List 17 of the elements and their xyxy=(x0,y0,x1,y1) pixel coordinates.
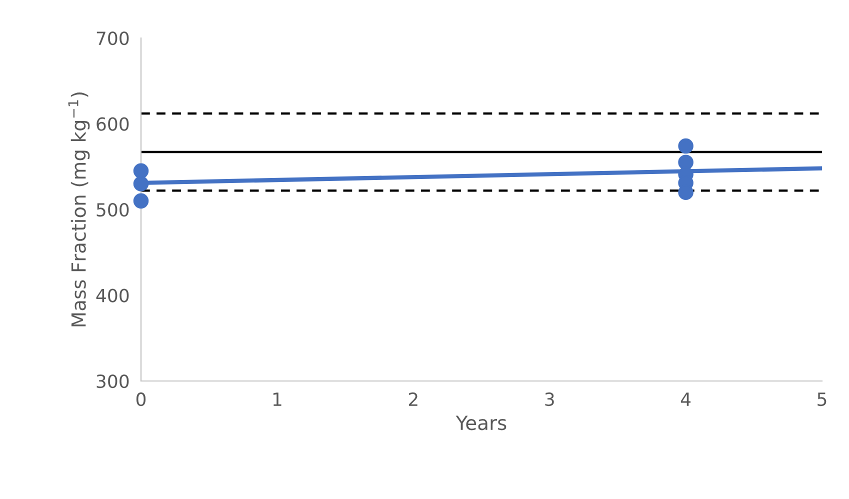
x-tick-label: 0 xyxy=(136,392,146,406)
y-tick-label: 700 xyxy=(96,31,129,46)
x-axis-title: Years xyxy=(456,416,506,430)
y-tick-label: 500 xyxy=(96,202,129,217)
point xyxy=(133,193,149,209)
y-tick-label: 400 xyxy=(96,288,129,302)
point xyxy=(133,176,149,192)
y-axis-title: Mass Fraction (mg kg$^{−1}$) xyxy=(68,92,90,326)
x-tick-label: 3 xyxy=(545,392,554,406)
point xyxy=(133,163,149,179)
y-tick-label: 600 xyxy=(96,117,129,131)
x-tick-label: 4 xyxy=(680,392,691,406)
x-tick-label: 5 xyxy=(818,392,826,406)
x-tick-label: 1 xyxy=(273,392,282,406)
y-tick-label: 300 xyxy=(96,374,129,388)
point xyxy=(678,138,694,154)
x-tick-label: 2 xyxy=(408,392,418,406)
